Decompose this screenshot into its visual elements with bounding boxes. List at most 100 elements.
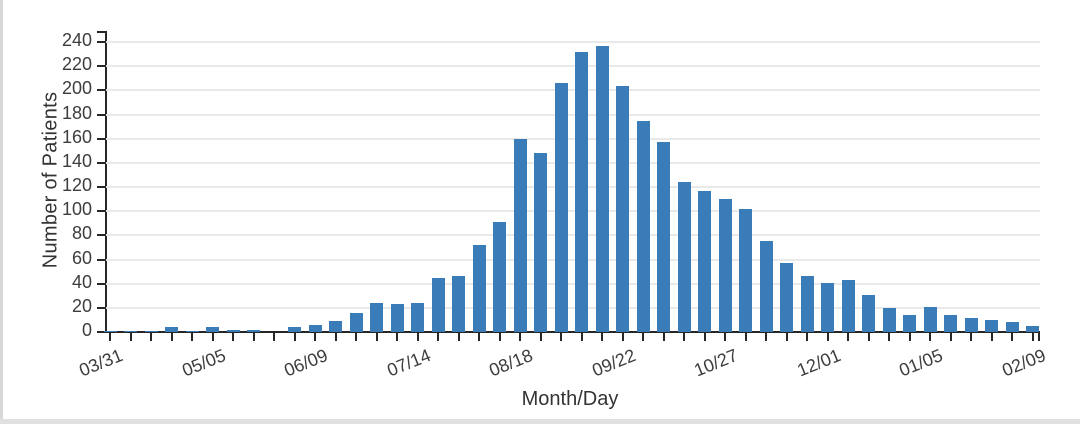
bar[interactable] <box>616 85 629 332</box>
x-tick <box>191 332 193 341</box>
y-tick-label: 100 <box>61 199 92 220</box>
y-tick-label: 160 <box>61 126 92 147</box>
bar[interactable] <box>821 282 834 332</box>
x-tick <box>478 332 480 341</box>
bar[interactable] <box>185 330 199 332</box>
bar[interactable] <box>1026 326 1039 332</box>
x-tick <box>355 332 357 341</box>
bar[interactable] <box>431 277 445 332</box>
x-tick <box>724 332 726 341</box>
x-axis-cap-tick <box>1038 332 1040 341</box>
bar[interactable] <box>411 303 424 332</box>
x-tick <box>560 332 562 341</box>
gridline <box>106 306 1040 309</box>
x-tick <box>416 332 419 341</box>
bar[interactable] <box>288 327 301 332</box>
x-tick <box>847 332 849 341</box>
x-tick <box>929 332 931 341</box>
bar[interactable] <box>370 303 383 332</box>
y-tick-label: 220 <box>61 54 92 75</box>
gridline <box>106 137 1040 140</box>
bar[interactable] <box>575 51 588 332</box>
bar[interactable] <box>739 208 752 332</box>
x-tick <box>211 332 214 341</box>
bar[interactable] <box>226 329 240 332</box>
x-tick <box>334 332 337 341</box>
y-tick <box>97 65 106 68</box>
y-tick <box>97 186 106 188</box>
y-tick <box>97 331 106 333</box>
bar[interactable] <box>124 330 137 332</box>
y-tick-label: 80 <box>71 223 92 244</box>
bar[interactable] <box>944 315 957 332</box>
x-tick <box>785 332 788 341</box>
bar[interactable] <box>964 317 978 332</box>
bar[interactable] <box>452 276 465 332</box>
bar[interactable] <box>718 199 732 332</box>
x-tick <box>375 332 378 341</box>
bar[interactable] <box>390 304 404 332</box>
bar[interactable] <box>841 280 855 332</box>
bar[interactable] <box>923 306 937 332</box>
bar[interactable] <box>349 312 363 332</box>
bar[interactable] <box>882 307 896 332</box>
x-tick <box>252 332 255 341</box>
page-edge-left <box>0 0 3 424</box>
x-tick <box>232 332 234 341</box>
bar[interactable] <box>903 315 916 332</box>
bar[interactable] <box>657 142 670 332</box>
x-tick <box>949 332 952 341</box>
y-tick <box>97 210 106 213</box>
bar[interactable] <box>493 222 506 332</box>
bar[interactable] <box>165 327 178 332</box>
bar[interactable] <box>472 245 486 332</box>
x-tick <box>806 332 808 341</box>
x-tick <box>662 332 665 341</box>
bar[interactable] <box>554 83 568 332</box>
bar[interactable] <box>677 182 691 332</box>
bar[interactable] <box>329 321 342 332</box>
y-tick <box>97 282 106 285</box>
bar[interactable] <box>247 329 260 332</box>
y-tick <box>97 89 106 92</box>
y-tick <box>97 41 106 43</box>
y-axis-line <box>105 31 107 333</box>
bar[interactable] <box>698 190 711 332</box>
bar[interactable] <box>103 330 117 332</box>
gridline <box>106 113 1040 116</box>
y-tick <box>97 234 106 237</box>
x-tick <box>601 332 603 341</box>
x-tick <box>888 332 890 341</box>
bar[interactable] <box>595 45 609 332</box>
bar[interactable] <box>513 138 527 332</box>
x-tick <box>765 332 767 341</box>
bar[interactable] <box>985 319 998 332</box>
bar[interactable] <box>862 294 875 332</box>
x-tick <box>744 332 747 341</box>
x-tick <box>273 332 275 341</box>
bar[interactable] <box>800 276 814 332</box>
bar[interactable] <box>534 153 547 332</box>
gridline <box>106 41 1040 43</box>
gridline <box>106 234 1040 237</box>
bar[interactable] <box>636 120 650 332</box>
bar[interactable] <box>308 324 322 333</box>
bar[interactable] <box>780 263 793 332</box>
x-tick <box>970 332 972 341</box>
y-tick-label: 60 <box>71 247 92 268</box>
y-tick <box>97 137 106 140</box>
bar[interactable] <box>144 330 158 332</box>
x-tick <box>314 332 316 341</box>
bar[interactable] <box>759 241 773 332</box>
y-tick-label: 0 <box>81 320 92 340</box>
y-tick <box>97 113 106 116</box>
y-tick-label: 20 <box>71 295 92 316</box>
x-tick <box>826 332 829 341</box>
x-tick <box>990 332 993 341</box>
y-tick-label: 120 <box>61 175 92 195</box>
gridline <box>106 210 1040 213</box>
bar[interactable] <box>1005 322 1019 332</box>
bar[interactable] <box>206 327 219 332</box>
